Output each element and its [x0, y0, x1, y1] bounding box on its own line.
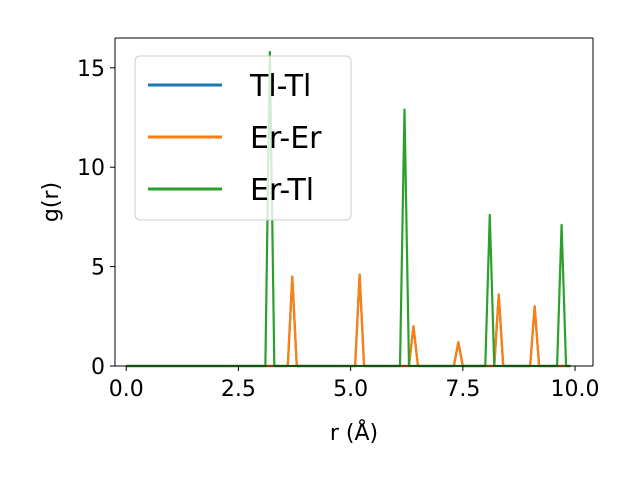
y-tick-label: 5	[91, 256, 105, 281]
axes-layer	[114, 37, 594, 367]
legend: Tl-Tl Er-Er Er-Tl	[134, 55, 352, 221]
x-tick-label: 0.0	[109, 377, 144, 402]
x-tick-label: 10.0	[551, 377, 600, 402]
legend-box	[134, 55, 352, 221]
y-axis-label: g(r)	[39, 182, 64, 222]
x-axis-label: r (Å)	[330, 419, 378, 446]
legend-label-2: Er-Tl	[250, 173, 314, 208]
y-tick-label: 15	[77, 57, 105, 82]
ticks-layer: 0.0 2.5 5.0 7.5 10.0 0 5 10 15	[77, 57, 600, 402]
x-tick-label: 2.5	[221, 377, 256, 402]
x-tick-label: 5.0	[333, 377, 368, 402]
legend-label-0: Tl-Tl	[249, 69, 311, 104]
legend-label-1: Er-Er	[250, 121, 322, 156]
y-tick-label: 10	[77, 156, 105, 181]
y-tick-label: 0	[91, 355, 105, 380]
x-tick-label: 7.5	[445, 377, 480, 402]
